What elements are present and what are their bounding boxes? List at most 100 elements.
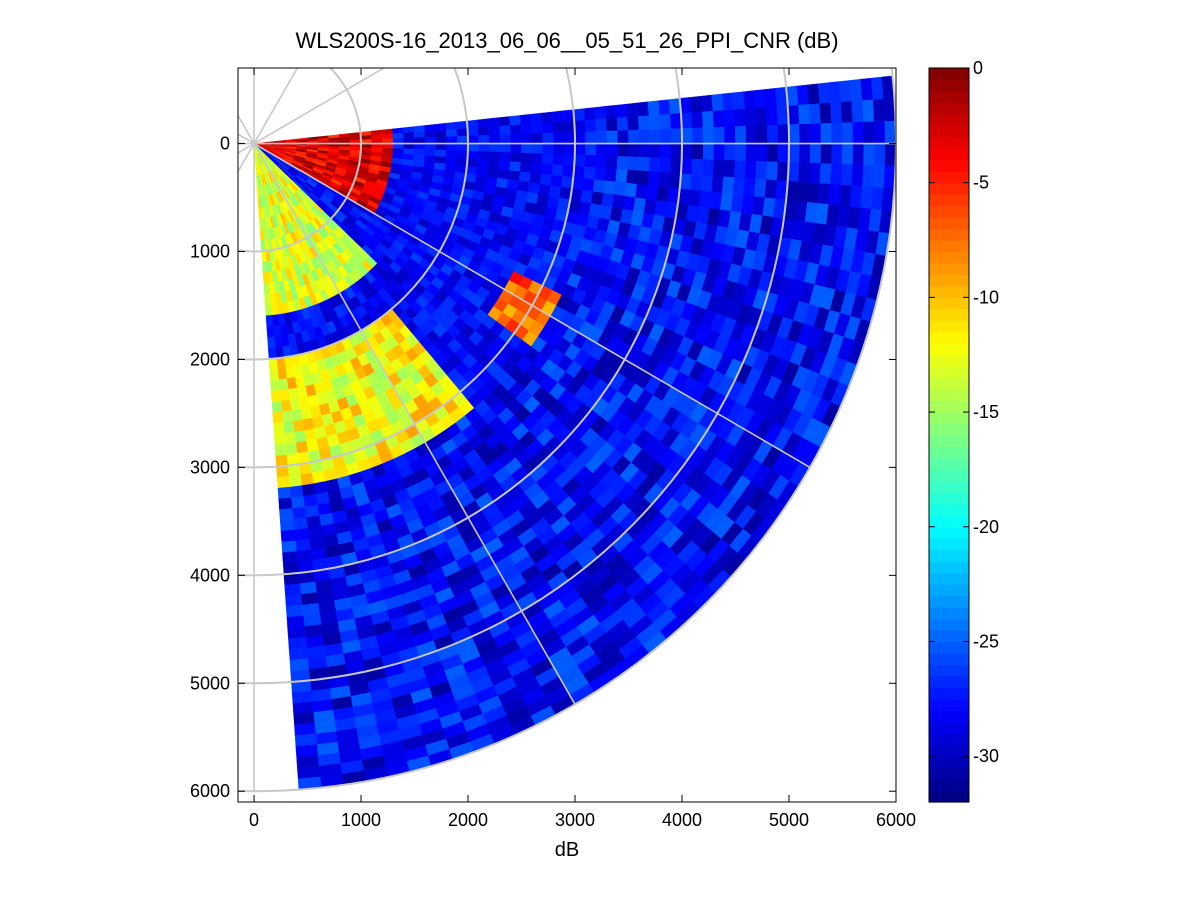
heatmap-cell [435,136,447,144]
heatmap-cell [595,130,608,144]
heatmap-cell [777,143,790,163]
heatmap-cell [520,123,533,135]
heatmap-cell [299,472,314,486]
heatmap-cell [392,132,404,139]
heatmap-cell [884,143,896,167]
heatmap-cell [285,442,298,456]
heatmap-cell [616,116,629,132]
heatmap-cell [286,377,298,390]
heatmap-cell [300,592,319,606]
heatmap-cell [283,431,296,445]
colorbar-segment [929,194,969,207]
heatmap-cell [266,325,275,338]
heatmap-cell [744,107,757,127]
heatmap-cell [670,143,683,159]
heatmap-cell [295,440,309,454]
heatmap-cell [734,160,747,179]
heatmap-cell [467,143,479,152]
heatmap-cell [584,154,597,168]
heatmap-cell [550,174,563,188]
heatmap-cell [615,168,628,184]
heatmap-cell [288,387,299,401]
x-tick-label: 3000 [555,810,595,830]
heatmap-cell [647,100,660,116]
heatmap-cell [743,177,756,197]
heatmap-cell [711,93,724,112]
heatmap-cell [681,143,693,160]
heatmap-cell [840,164,854,186]
colorbar-segment [929,297,969,310]
colorbar-segment [929,217,969,230]
heatmap-cell [553,132,565,144]
plot-axes: 0 1000 2000 3000 4000 5000 6000 0 1000 2000 3000 4… [190,67,916,830]
heatmap-cell [574,131,586,144]
heatmap-cell [852,121,865,144]
heatmap-cell [521,133,533,144]
colorbar-segment [929,228,969,241]
heatmap-cell [262,272,269,284]
colorbar-segment [929,90,969,104]
heatmap-cell [289,658,310,672]
heatmap-cell [691,158,704,176]
heatmap-cell [289,398,301,412]
y-tick-label: 4000 [190,565,230,585]
heatmap-cell [659,157,672,174]
heatmap-cell [435,129,447,138]
heatmap-cell [648,114,661,130]
heatmap-cell [562,109,575,122]
heatmap-cell [645,185,659,201]
heatmap-cell [551,110,564,123]
heatmap-cell [723,109,736,128]
heatmap-cell [756,125,768,144]
heatmap-cell [635,183,649,200]
heatmap-cell [381,133,394,140]
heatmap-cell [403,148,415,156]
heatmap-cell [488,125,501,136]
colorbar-frame [928,67,970,803]
heatmap-cell [288,474,302,488]
colorbar-segment [929,629,969,643]
heatmap-cell [595,155,608,169]
heatmap-cell [403,143,415,150]
heatmap-cell [626,169,639,185]
heatmap-cell [268,358,278,370]
heatmap-cell [767,124,779,144]
heatmap-cell [489,134,501,144]
heatmap-cell [499,134,512,144]
colorbar-segment [929,584,969,597]
heatmap-cell [446,136,458,144]
colorbar-segment [929,171,969,184]
colorbar-segment [929,572,969,585]
heatmap-cell [281,410,294,423]
heatmap-cell [617,130,629,144]
colorbar-segment [929,400,969,413]
heatmap-cell [294,733,317,747]
heatmap-cell [282,421,295,434]
colorbar-segment [929,721,969,734]
heatmap-cell [841,122,854,144]
heatmap-cell [529,172,542,185]
grid-spoke [238,133,255,145]
heatmap-cell [299,581,317,595]
heatmap-cell [487,117,500,128]
colorbar-segment [929,756,969,769]
heatmap-cell [477,159,490,169]
colorbar-tick-label: 0 [973,58,983,78]
colorbar-segment [929,595,969,608]
heatmap-cell [392,127,404,135]
heatmap-cell [478,135,490,144]
heatmap-cell [271,400,283,414]
heatmap-cell [583,166,596,180]
heatmap-cell [756,143,768,162]
x-tick-label: 4000 [662,810,702,830]
heatmap-cell [445,156,458,166]
heatmap-cell [860,186,874,210]
heatmap-cell [700,94,714,113]
heatmap-cell [585,143,597,156]
heatmap-cell [563,154,576,167]
heatmap-cell [647,171,660,187]
heatmap-cell [287,626,306,640]
colorbar-segment [929,320,969,333]
heatmap-cell [724,126,736,144]
heatmap-cell [691,111,704,129]
